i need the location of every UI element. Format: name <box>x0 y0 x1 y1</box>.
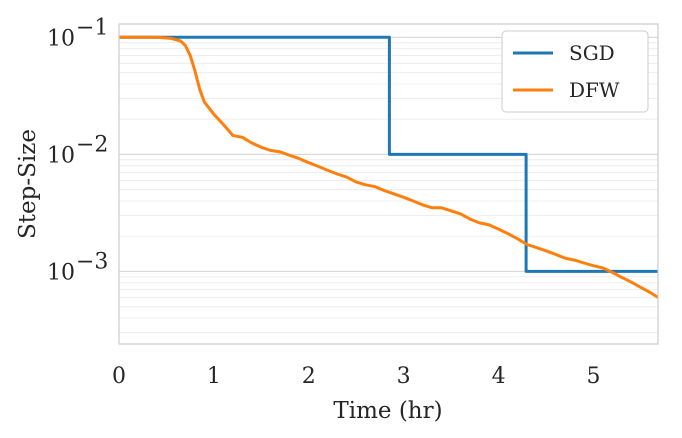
plot-frame <box>118 23 659 345</box>
series-lines <box>119 35 659 299</box>
x-tick-label: 5 <box>586 364 600 389</box>
legend-label-dfw: DFW <box>569 78 620 102</box>
x-tick-label: 2 <box>302 364 316 389</box>
y-tick-label-base: 10 <box>47 26 75 51</box>
legend: SGD DFW <box>501 30 649 113</box>
y-tick-label-exponent: −2 <box>76 132 108 157</box>
x-axis-title: Time (hr) <box>333 398 442 424</box>
y-tick-label-base: 10 <box>47 260 75 285</box>
x-axis-ticks: 0 1 2 3 4 5 <box>112 364 600 389</box>
x-tick-label: 1 <box>207 364 221 389</box>
y-tick-label-exponent: −3 <box>76 249 108 274</box>
y-tick-label-base: 10 <box>47 143 75 168</box>
series-line-sgd <box>119 35 658 273</box>
legend-label-sgd: SGD <box>569 41 615 65</box>
x-tick-label: 4 <box>492 364 506 389</box>
series-line-dfw <box>119 35 659 299</box>
y-axis-title: Step-Size <box>15 129 41 239</box>
x-tick-label: 3 <box>397 364 411 389</box>
legend-box <box>501 30 649 113</box>
y-tick-label-exponent: −1 <box>76 15 108 40</box>
y-axis-ticks: 10−110−210−3 <box>47 15 108 285</box>
x-tick-label: 0 <box>112 364 126 389</box>
